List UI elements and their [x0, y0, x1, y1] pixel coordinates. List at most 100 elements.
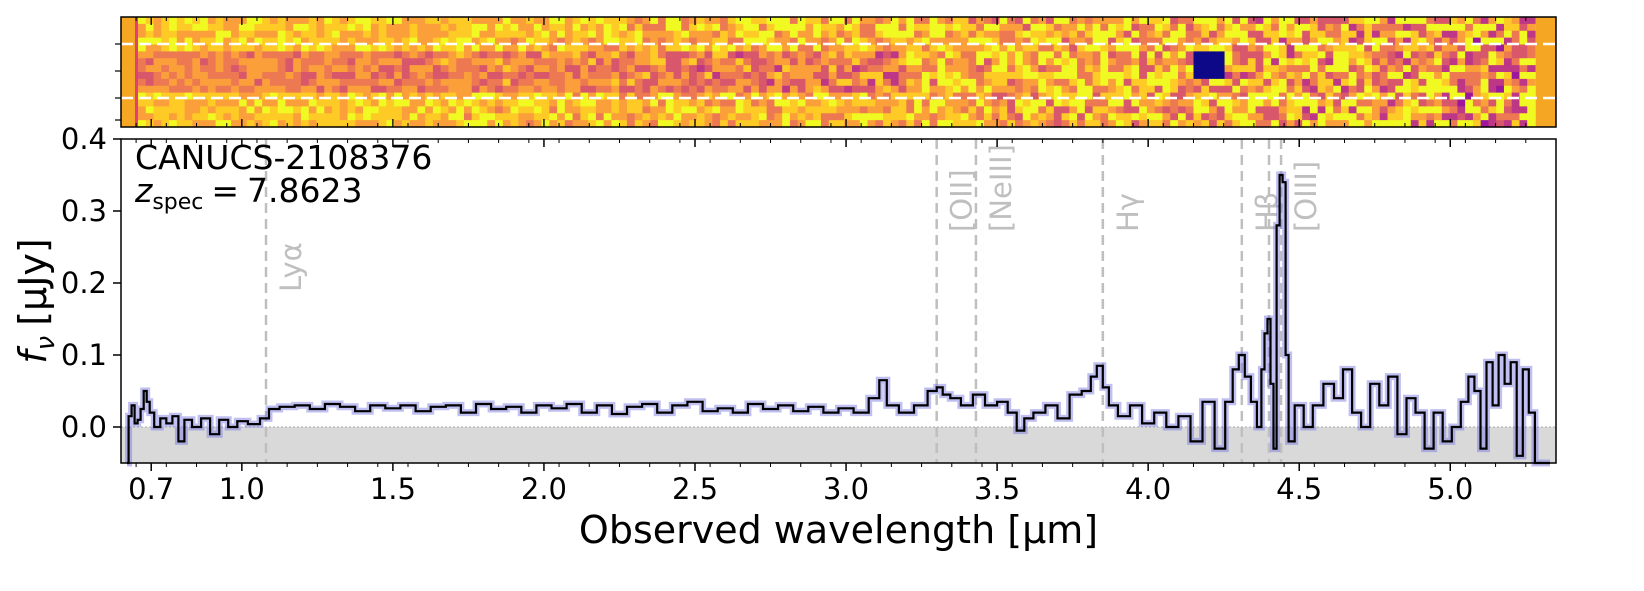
image-pixel [161, 92, 170, 101]
image-pixel [580, 113, 589, 121]
image-pixel [1084, 85, 1094, 94]
image-pixel [619, 51, 628, 59]
image-pixel [355, 65, 364, 73]
image-pixel [704, 106, 713, 114]
image-pixel [1007, 58, 1016, 66]
image-pixel [743, 30, 752, 39]
image-pixel [238, 37, 248, 46]
image-pixel [774, 51, 783, 59]
image-pixel [1084, 58, 1094, 66]
image-pixel [1170, 58, 1179, 66]
image-pixel [231, 92, 240, 101]
image-pixel [1038, 30, 1047, 39]
image-pixel [1007, 30, 1016, 39]
image-pixel [409, 72, 418, 80]
image-pixel [1015, 72, 1024, 80]
image-pixel [1100, 30, 1109, 39]
image-pixel [797, 92, 807, 101]
image-pixel [153, 17, 162, 25]
image-pixel [1496, 72, 1505, 80]
image-pixel [634, 65, 644, 73]
image-pixel [510, 85, 519, 94]
image-pixel [479, 92, 488, 101]
image-pixel [502, 51, 512, 59]
image-pixel [215, 58, 224, 66]
image-pixel [347, 72, 356, 80]
image-pixel [1278, 120, 1288, 128]
image-pixel [269, 92, 279, 101]
image-pixel [914, 58, 923, 66]
image-pixel [463, 72, 473, 80]
image-pixel [1457, 58, 1466, 66]
image-pixel [603, 92, 613, 101]
image-pixel [370, 58, 380, 66]
image-pixel [386, 30, 395, 39]
image-pixel [751, 23, 760, 32]
image-pixel [1278, 51, 1288, 59]
image-pixel [1240, 17, 1249, 25]
image-pixel [316, 120, 325, 128]
image-pixel [456, 72, 465, 80]
image-pixel [789, 51, 799, 59]
image-pixel [1356, 85, 1365, 94]
image-pixel [1403, 92, 1412, 101]
image-pixel [743, 72, 752, 80]
image-pixel [704, 92, 713, 101]
image-pixel [223, 65, 232, 73]
image-pixel [277, 37, 287, 46]
image-pixel [1356, 44, 1365, 52]
image-pixel [386, 44, 395, 52]
image-pixel [1410, 99, 1420, 107]
image-pixel [300, 51, 310, 59]
image-pixel [448, 72, 457, 80]
image-pixel [1046, 51, 1055, 59]
image-pixel [828, 78, 838, 87]
image-pixel [510, 106, 519, 114]
image-pixel [1418, 72, 1427, 80]
x-tick-label: 3.0 [823, 472, 869, 506]
image-pixel [1364, 120, 1373, 128]
image-pixel [1069, 44, 1078, 52]
image-pixel [1139, 78, 1148, 87]
image-pixel [883, 106, 892, 114]
image-pixel [1527, 51, 1536, 59]
emission-line-markers: Lyα[OII] [NeIII] Hγ Hβ [OIII] [264, 139, 1323, 463]
image-pixel [1069, 85, 1078, 94]
image-pixel [169, 92, 178, 101]
image-pixel [1480, 30, 1490, 39]
image-pixel [1511, 72, 1521, 80]
image-pixel [479, 113, 488, 121]
image-pixel [1441, 92, 1451, 101]
image-pixel [665, 17, 675, 25]
image-pixel [1162, 92, 1171, 101]
image-pixel [1309, 113, 1319, 121]
image-pixel [1177, 92, 1187, 101]
image-pixel [207, 72, 217, 80]
image-pixel [533, 17, 543, 25]
image-pixel [463, 85, 473, 94]
image-pixel [991, 113, 1001, 121]
image-pixel [603, 44, 613, 52]
image-pixel [184, 106, 193, 114]
image-pixel [999, 78, 1008, 87]
image-pixel [1015, 113, 1024, 121]
image-pixel [363, 23, 372, 32]
image-pixel [1030, 23, 1039, 32]
image-pixel [316, 37, 325, 46]
image-pixel [471, 17, 481, 25]
image-pixel [580, 65, 589, 73]
image-pixel [526, 17, 535, 25]
image-pixel [526, 58, 535, 66]
image-pixel [1022, 85, 1032, 94]
image-pixel [867, 65, 876, 73]
image-pixel [743, 37, 752, 46]
image-pixel [1271, 99, 1280, 107]
image-pixel [1139, 23, 1148, 32]
image-pixel [549, 72, 558, 80]
image-pixel [1348, 44, 1358, 52]
image-pixel [945, 113, 954, 121]
image-pixel [308, 78, 318, 87]
image-pixel [479, 30, 488, 39]
image-pixel [549, 37, 558, 46]
image-pixel [557, 92, 566, 101]
